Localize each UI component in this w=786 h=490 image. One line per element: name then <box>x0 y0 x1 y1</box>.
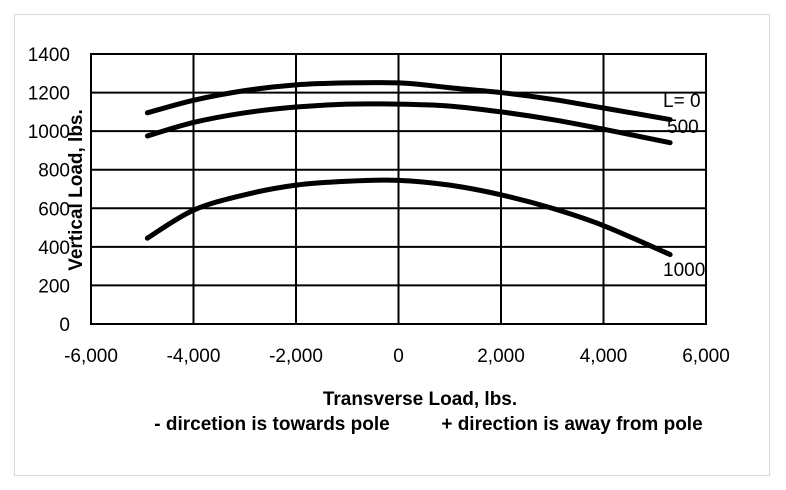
x-tick-label: -6,000 <box>64 346 118 367</box>
y-tick-label: 400 <box>38 238 70 259</box>
series-layer <box>144 80 673 258</box>
y-tick-label: 0 <box>59 315 70 336</box>
series-label-l0: L= 0 <box>663 91 701 112</box>
chart-frame <box>14 14 770 476</box>
series-line-500 <box>144 101 673 146</box>
x-axis-note-left: - dircetion is towards pole <box>154 414 389 435</box>
y-tick-label: 600 <box>38 199 70 220</box>
plot-area-border <box>90 53 707 325</box>
x-axis-note-right: + direction is away from pole <box>441 414 702 435</box>
grid-layer <box>90 53 707 325</box>
series-label-500: 500 <box>667 117 699 138</box>
tick-layer: 0 200 400 600 800 1000 1200 1400 -6,000 -4,000 -2,… <box>28 45 730 367</box>
y-tick-label: 200 <box>38 276 70 297</box>
x-axis-title: Transverse Load, lbs. <box>323 389 517 410</box>
series-line-1000 <box>144 177 673 258</box>
y-tick-label: 1400 <box>28 45 70 66</box>
x-tick-label: 6,000 <box>682 346 730 367</box>
x-tick-label: 0 <box>393 346 404 367</box>
x-tick-label: -4,000 <box>167 346 221 367</box>
x-tick-label: 4,000 <box>580 346 628 367</box>
y-tick-label: 800 <box>38 161 70 182</box>
series-line-l0 <box>144 80 673 123</box>
y-tick-label: 1000 <box>28 122 70 143</box>
series-label-1000: 1000 <box>663 260 705 281</box>
y-tick-label: 1200 <box>28 84 70 105</box>
x-tick-label: 2,000 <box>477 346 525 367</box>
x-tick-label: -2,000 <box>269 346 323 367</box>
y-axis-title: Vertical Load, lbs. <box>66 109 87 271</box>
